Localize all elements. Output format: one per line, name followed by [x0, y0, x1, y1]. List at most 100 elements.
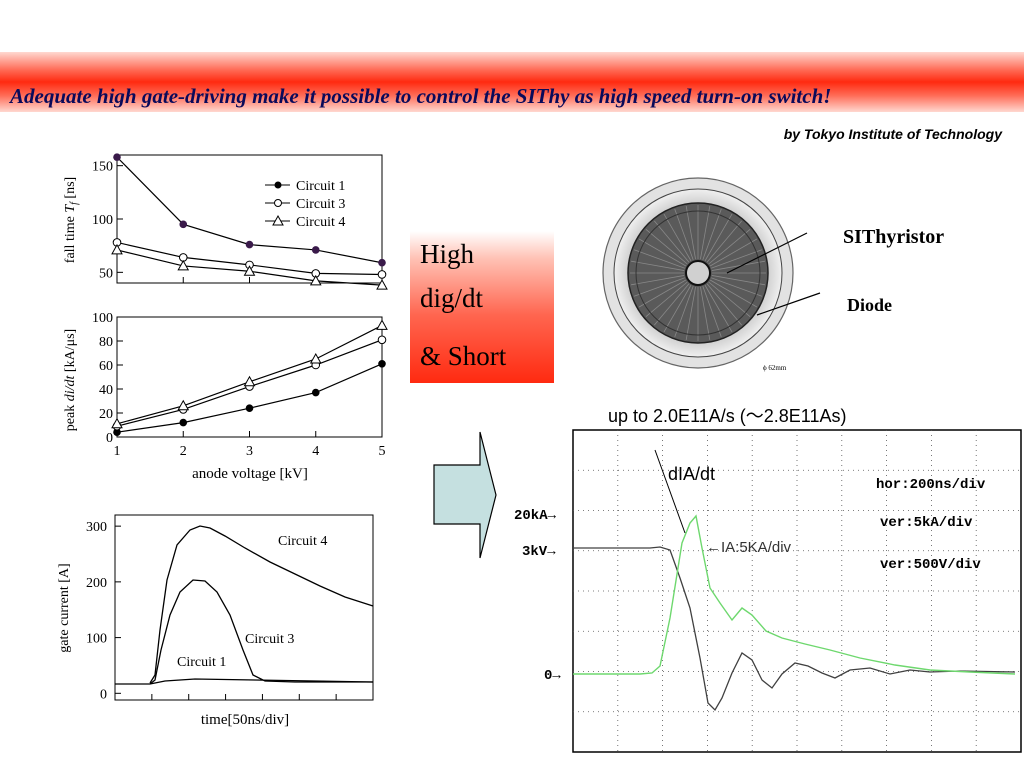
credit-text: by Tokyo Institute of Technology [783, 126, 1002, 142]
pattern-line [704, 213, 733, 262]
data-point [177, 259, 190, 271]
scale-text: ϕ 62mm [763, 364, 787, 372]
x-tick-label: 1 [114, 444, 121, 459]
pattern-line [645, 228, 688, 265]
annotation-circuit-1: Circuit 1 [177, 655, 226, 670]
y-tick-label: 150 [92, 160, 113, 175]
pattern-line [702, 286, 722, 338]
pattern-line [711, 260, 766, 271]
y-tick-label: 20 [99, 407, 113, 422]
legend-marker-circuit-4 [272, 214, 284, 226]
y-tick-label: 0 [106, 431, 113, 446]
legend-label-circuit-3: Circuit 3 [296, 197, 345, 212]
data-point [378, 360, 386, 368]
data-point [378, 258, 386, 267]
oscilloscope-chart: up to 2.0E11A/s (～2.8E11As) dIA/dt ←IA:5… [514, 406, 1022, 753]
legend-marker-circuit-3 [274, 199, 282, 207]
y-tick-label: 100 [92, 312, 113, 326]
pattern-line [685, 205, 696, 260]
y-axis-label: gate current [A] [57, 563, 72, 652]
label-sithyristor: SIThyristor [843, 226, 944, 248]
curve-circuit-4 [149, 525, 374, 684]
pattern-line [700, 286, 711, 341]
data-point [113, 428, 121, 436]
pattern-line [633, 277, 685, 297]
pattern-line [674, 286, 694, 338]
y-tick-label: 80 [99, 335, 113, 350]
data-point [113, 153, 121, 161]
pattern-line [653, 220, 690, 263]
label-diode: Diode [847, 295, 892, 315]
data-point [377, 335, 387, 345]
y-tick-label: 100 [86, 632, 107, 647]
pattern-line [711, 275, 766, 286]
y-tick-label: 50 [99, 266, 113, 281]
highlight-box: High dig/dt & Short [410, 231, 554, 383]
pattern-line [645, 281, 688, 318]
data-point [177, 399, 190, 411]
pattern-line [711, 249, 763, 269]
y-tick-label: 40 [99, 383, 113, 398]
pattern-line [685, 286, 696, 341]
x-tick-label: 4 [312, 444, 319, 459]
y-tick-label: 60 [99, 359, 113, 374]
legend-label-circuit-4: Circuit 4 [296, 215, 345, 230]
marker-zero: 0→ [544, 668, 561, 684]
data-point [311, 388, 320, 397]
series-lines [111, 319, 388, 436]
x-tick-label: 5 [379, 444, 386, 459]
page-title: Adequate high gate-driving make it possi… [10, 84, 832, 108]
tick-labels: 0 20 40 60 80 100 1 2 3 4 5 [92, 312, 386, 459]
pattern-line [638, 238, 687, 267]
data-point [111, 243, 123, 255]
annotation-circuit-4: Circuit 4 [278, 534, 327, 549]
pattern-line [711, 277, 763, 297]
y-tick-label: 300 [86, 520, 107, 535]
highlight-line-1: High [420, 239, 474, 269]
pattern-line [630, 260, 685, 271]
label-ver-current: ver:5kA/div [880, 515, 973, 531]
legend-label-circuit-1: Circuit 1 [296, 179, 345, 194]
data-point [377, 270, 387, 279]
x-tick-label: 3 [246, 444, 253, 459]
plot-frame [114, 514, 374, 701]
y-axis-label: fall time Tf [ns] [63, 177, 80, 263]
legend-marker-circuit-1 [274, 181, 282, 189]
pattern-line [708, 228, 751, 265]
pattern-line [708, 281, 751, 318]
current-trace [573, 514, 1016, 675]
marker-20ka: 20kA→ [514, 508, 557, 524]
tick-labels: 5010015012345 [92, 160, 113, 282]
pattern-line [674, 208, 694, 260]
data-point [179, 418, 188, 427]
data-point [245, 404, 254, 412]
pattern-line [706, 283, 743, 326]
label-hor: hor:200ns/div [876, 477, 986, 493]
annotation-didt: dIA/dt [668, 464, 715, 484]
peak-didt-chart: 0 20 40 60 80 100 1 2 3 4 5 peak di/dt [kA/μs] ano… [63, 312, 388, 482]
annotation-peak: up to 2.0E11A/s (～2.8E11As) [608, 406, 846, 426]
pattern-line [630, 275, 685, 286]
voltage-trace [573, 546, 1016, 712]
data-point [309, 274, 322, 286]
pattern-line [706, 220, 743, 263]
x-tick-label: 2 [180, 444, 187, 459]
data-point [243, 375, 256, 387]
series-lines [111, 153, 388, 290]
pattern-line [700, 205, 711, 260]
highlight-line-3: & Short [420, 341, 507, 371]
data-point [376, 319, 388, 330]
label-ver-voltage: ver:500V/div [880, 557, 981, 573]
data-point [309, 352, 322, 364]
right-arrow-icon [433, 431, 497, 559]
pattern-line [653, 283, 690, 326]
pattern-line [633, 249, 685, 269]
series-line-1 [116, 363, 383, 433]
pattern-line [663, 284, 692, 333]
annotation-ia: ←IA:5KA/div [706, 539, 792, 556]
data-point [179, 220, 188, 229]
gate-current-chart: 0 100 200 300 Circuit 4 Circuit 3 Circuit 1… [57, 514, 374, 728]
data-point [243, 265, 256, 276]
y-tick-label: 100 [92, 213, 113, 228]
data-point [376, 279, 388, 290]
